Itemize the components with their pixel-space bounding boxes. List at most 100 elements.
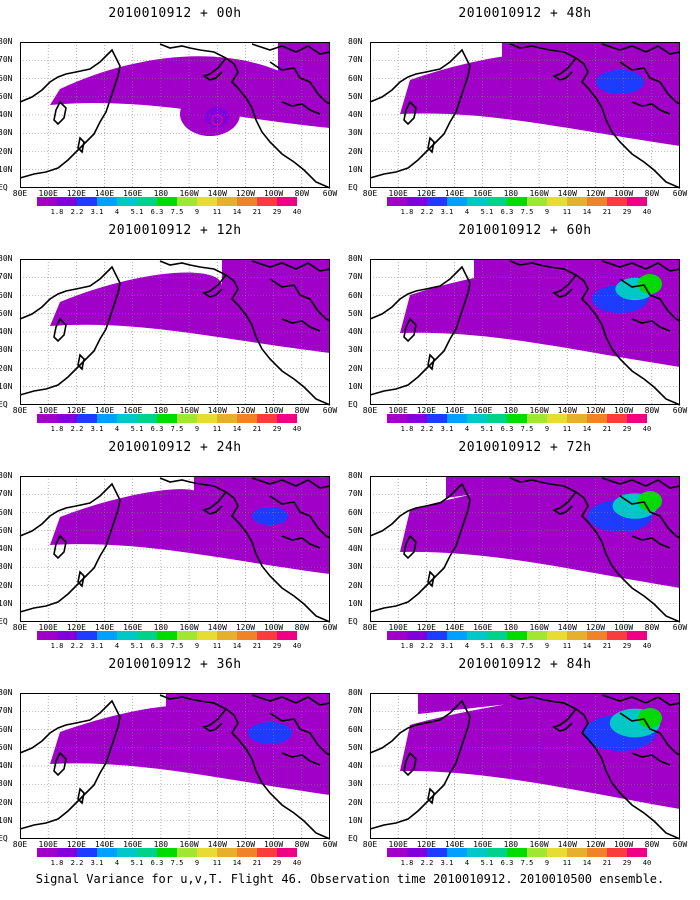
latitude-label: EQ [0,183,8,192]
colorbar-label: 1.8 [50,425,64,433]
colorbar [37,631,297,640]
colorbar-swatch [587,414,607,423]
longitude-label: 140E [94,840,115,849]
latitude-label: 60N [0,507,13,517]
colorbar-swatch [527,848,547,857]
longitude-label: 80W [644,840,660,849]
coastline [552,274,577,298]
colorbar-swatch [527,414,547,423]
longitude-label: 120W [585,840,606,849]
colorbar-label: 14 [232,859,242,867]
colorbar-swatch [197,631,217,640]
coastline [619,712,681,756]
coastline [202,491,227,515]
variance-map [19,693,331,840]
coastline [77,787,85,805]
colorbar-swatch [57,414,77,423]
colorbar-label: 21 [252,208,262,216]
colorbar-swatch [607,414,627,423]
longitude-label: 140E [444,406,465,415]
colorbar-swatch [57,631,77,640]
colorbar-swatch [157,848,177,857]
coastline [19,699,121,830]
panel-title: 2010010912 + 12h [108,223,242,238]
coastline [251,477,331,489]
longitude-label: 80E [12,623,28,632]
coastline [53,100,67,126]
colorbar-swatch [387,414,407,423]
colorbar-label: 9 [194,208,200,216]
longitude-label: 120E [416,406,436,415]
longitude-label: 100E [388,623,408,632]
longitude-label: 140E [444,189,465,198]
longitude-label: 160W [529,189,549,198]
colorbar-label: 3.1 [440,208,454,216]
longitude-label: 100E [388,189,408,198]
colorbar-swatch [447,848,467,857]
colorbar [387,631,647,640]
colorbar-swatch [547,414,567,423]
colorbar-swatch [197,414,217,423]
longitude-label: 140W [557,840,577,849]
longitude-label: 140E [94,406,115,415]
variance-map [369,476,681,623]
colorbar-label: 11 [212,425,222,433]
colorbar-swatch [257,197,277,206]
colorbar-swatch [407,414,427,423]
latitude-label: 20N [0,363,13,373]
colorbar-label: 21 [252,425,262,433]
colorbar-label: 21 [602,208,612,216]
longitude-label: 120E [66,406,86,415]
longitude-label: 80E [362,840,378,849]
longitude-label: 140W [557,406,577,415]
colorbar-label: 11 [562,425,572,433]
colorbar-label: 7.5 [170,859,184,867]
latitude-label: 80N [0,37,13,46]
longitude-label: 120E [416,840,436,849]
latitude-label: 40N [0,761,13,770]
colorbar-swatch [487,197,507,206]
latitude-label: EQ [348,400,358,409]
longitude-label: 160E [473,840,493,849]
longitude-label: 160E [473,189,493,198]
colorbar-label: 1.8 [50,642,64,650]
latitude-label: 40N [0,110,13,119]
coastline [552,708,577,732]
latitude-label: 40N [348,327,363,336]
colorbar-swatch [137,848,157,857]
coastline [631,101,671,115]
coastline [601,43,681,55]
longitude-label: 100W [613,406,634,415]
colorbar-label: 9 [544,859,550,867]
longitude-label: 140E [94,189,115,198]
colorbar-swatch [277,631,297,640]
colorbar-label: 14 [232,642,242,650]
colorbar-label: 14 [582,425,592,433]
colorbar-swatch [237,197,257,206]
longitude-label: 140W [557,189,577,198]
colorbar [37,197,297,206]
longitude-label: 160E [473,406,493,415]
latitude-label: 60N [0,290,13,300]
colorbar-swatch [407,631,427,640]
longitude-label: 80W [294,406,310,415]
latitude-label: 70N [0,706,13,716]
colorbar-label: 7.5 [520,859,534,867]
colorbar-swatch [157,197,177,206]
latitude-label: 10N [0,598,13,608]
latitude-label: 50N [0,308,13,318]
coastline [77,136,85,154]
latitude-label: 70N [348,489,363,499]
coastline [281,752,321,766]
latitude-label: EQ [348,834,358,843]
longitude-label: 60W [322,840,338,849]
latitude-label: 60N [348,73,363,83]
longitude-label: 120W [585,623,606,632]
figure-caption: Signal Variance for u,v,T. Flight 46. Ob… [35,872,665,886]
colorbar-swatch [217,197,237,206]
colorbar-label: 2.2 [420,425,434,433]
colorbar-swatch [237,848,257,857]
longitude-label: 100E [38,189,58,198]
coastline [202,274,227,298]
latitude-label: 70N [0,489,13,499]
